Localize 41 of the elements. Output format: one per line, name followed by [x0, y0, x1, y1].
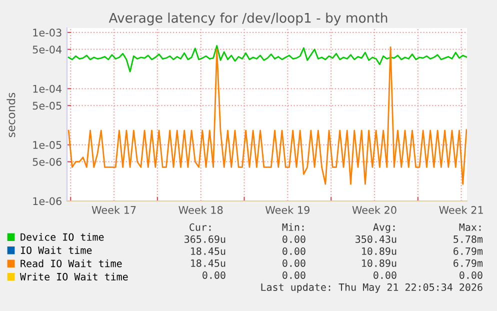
y-tick-label: 5e-06 — [32, 158, 62, 166]
x-tick-label: Week 19 — [265, 206, 310, 214]
y-tick-label: 1e-03 — [33, 28, 62, 37]
chart-title: Average latency for /dev/loop1 - by month — [108, 12, 388, 26]
x-tick-label: Week 20 — [352, 206, 396, 214]
text: 365.69u — [184, 235, 226, 243]
text: 0.00 — [282, 235, 306, 243]
x-tick-label: Week 21 — [439, 206, 483, 214]
y-tick-label: 5e-04 — [32, 46, 62, 54]
text: 6.79m — [454, 259, 483, 267]
y-tick-label: 5e-05 — [32, 102, 62, 110]
text: 0.00 — [202, 271, 226, 279]
x-tick-label: Week 17 — [92, 206, 136, 214]
text: 18.45u — [191, 259, 226, 267]
y-tick-label: 1e-05 — [33, 141, 62, 149]
text: 0.00 — [460, 271, 482, 279]
text: Cur: — [190, 223, 211, 231]
text: Last update: Thu May 21 22:05:34 2026 — [261, 283, 482, 293]
y-axis-title: seconds — [6, 92, 16, 138]
text: 6.79m — [454, 247, 483, 255]
line-series — [68, 46, 467, 185]
text: 0.00 — [282, 259, 306, 267]
text: 0.00 — [282, 247, 306, 255]
text: Min: — [282, 223, 304, 231]
text: Max: — [459, 223, 481, 231]
y-tick-label: 1e-06 — [33, 197, 62, 206]
line-series — [68, 45, 467, 72]
text: 350.43u — [356, 235, 396, 243]
x-tick-label: Week 18 — [178, 206, 223, 214]
legend-label: Write IO Wait time — [20, 272, 128, 280]
legend-label: Read IO Wait time — [20, 260, 122, 268]
text: 18.45u — [191, 247, 226, 255]
text: 10.89u — [362, 259, 396, 267]
text: 0.00 — [282, 271, 306, 279]
text: 0.00 — [374, 271, 396, 279]
legend-label: IO Wait time — [20, 246, 92, 254]
text: 10.89u — [362, 247, 396, 255]
y-tick-label: 1e-04 — [33, 84, 62, 93]
text: 5.78m — [454, 235, 483, 243]
legend-label: Device IO time — [20, 233, 104, 241]
text: Avg: — [373, 223, 395, 233]
